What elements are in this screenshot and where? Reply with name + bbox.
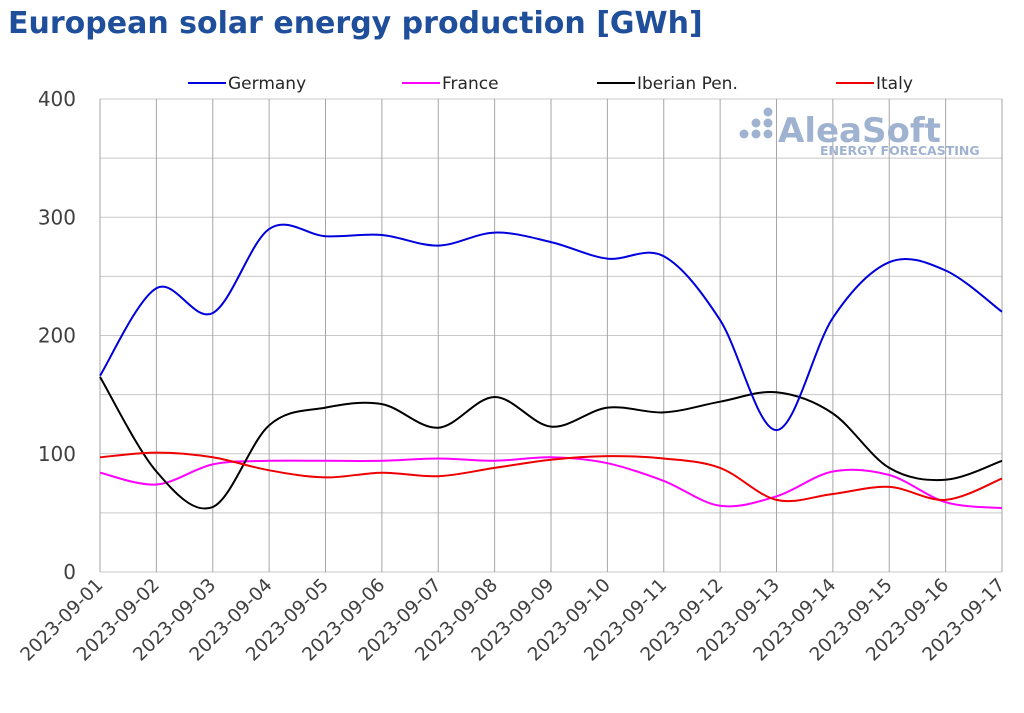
legend-label-germany: Germany (228, 74, 306, 94)
y-tick-label: 100 (38, 442, 76, 466)
watermark-main-text: AleaSoft (778, 111, 941, 151)
chart-title: European solar energy production [GWh] (8, 6, 703, 41)
series-line-iberian-pen (99, 376, 1003, 510)
aleasoft-watermark: AleaSoft ENERGY FORECASTING (739, 107, 980, 158)
grid-lines (99, 98, 1003, 573)
watermark-sub-text: ENERGY FORECASTING (820, 143, 980, 158)
legend-label-italy: Italy (876, 74, 913, 94)
y-tick-label: 300 (38, 205, 76, 229)
watermark-dots-icon (739, 107, 773, 139)
legend-label-france: France (442, 74, 499, 94)
y-tick-label: 200 (38, 324, 76, 348)
y-tick-label: 0 (63, 560, 76, 584)
axes: 01002003004002023-09-012023-09-022023-09… (17, 87, 1010, 666)
series-line-france (99, 456, 1003, 510)
legend-label-iberian-pen: Iberian Pen. (637, 74, 738, 94)
series-line-italy (99, 451, 1003, 503)
series-line-germany (99, 223, 1003, 432)
series-lines (99, 223, 1003, 510)
legend: Germany France Iberian Pen. Italy (188, 74, 913, 94)
y-tick-label: 400 (38, 87, 76, 111)
